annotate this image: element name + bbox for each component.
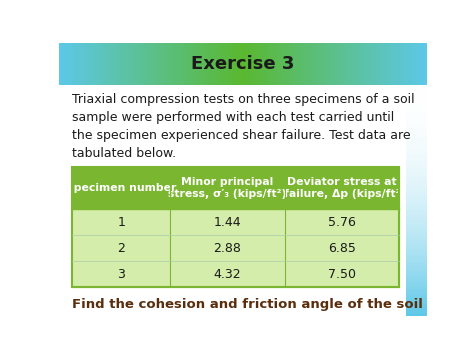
Bar [72, 167, 170, 209]
Bar [72, 167, 399, 287]
Text: Triaxial compression tests on three specimens of a soil
sample were performed wi: Triaxial compression tests on three spec… [72, 93, 415, 160]
Text: 5.76: 5.76 [328, 216, 356, 229]
Text: 2: 2 [117, 242, 125, 255]
Text: Specimen number: Specimen number [66, 183, 176, 193]
Bar [72, 167, 399, 287]
Text: 1.44: 1.44 [214, 216, 241, 229]
Text: 6.85: 6.85 [328, 242, 356, 255]
Text: Exercise 3: Exercise 3 [191, 55, 295, 73]
Text: Minor principal
stress, σ′₃ (kips/ft²): Minor principal stress, σ′₃ (kips/ft²) [168, 177, 287, 200]
Text: Find the cohesion and friction angle of the soil: Find the cohesion and friction angle of … [72, 298, 423, 311]
Bar [170, 167, 284, 209]
Text: 7.50: 7.50 [328, 268, 356, 281]
Text: 2.88: 2.88 [213, 242, 241, 255]
Text: 3: 3 [117, 268, 125, 281]
Text: 4.32: 4.32 [214, 268, 241, 281]
Text: 1: 1 [117, 216, 125, 229]
Bar [284, 167, 399, 209]
Text: Deviator stress at
failure, Δp (kips/ft²: Deviator stress at failure, Δp (kips/ft² [283, 177, 400, 200]
